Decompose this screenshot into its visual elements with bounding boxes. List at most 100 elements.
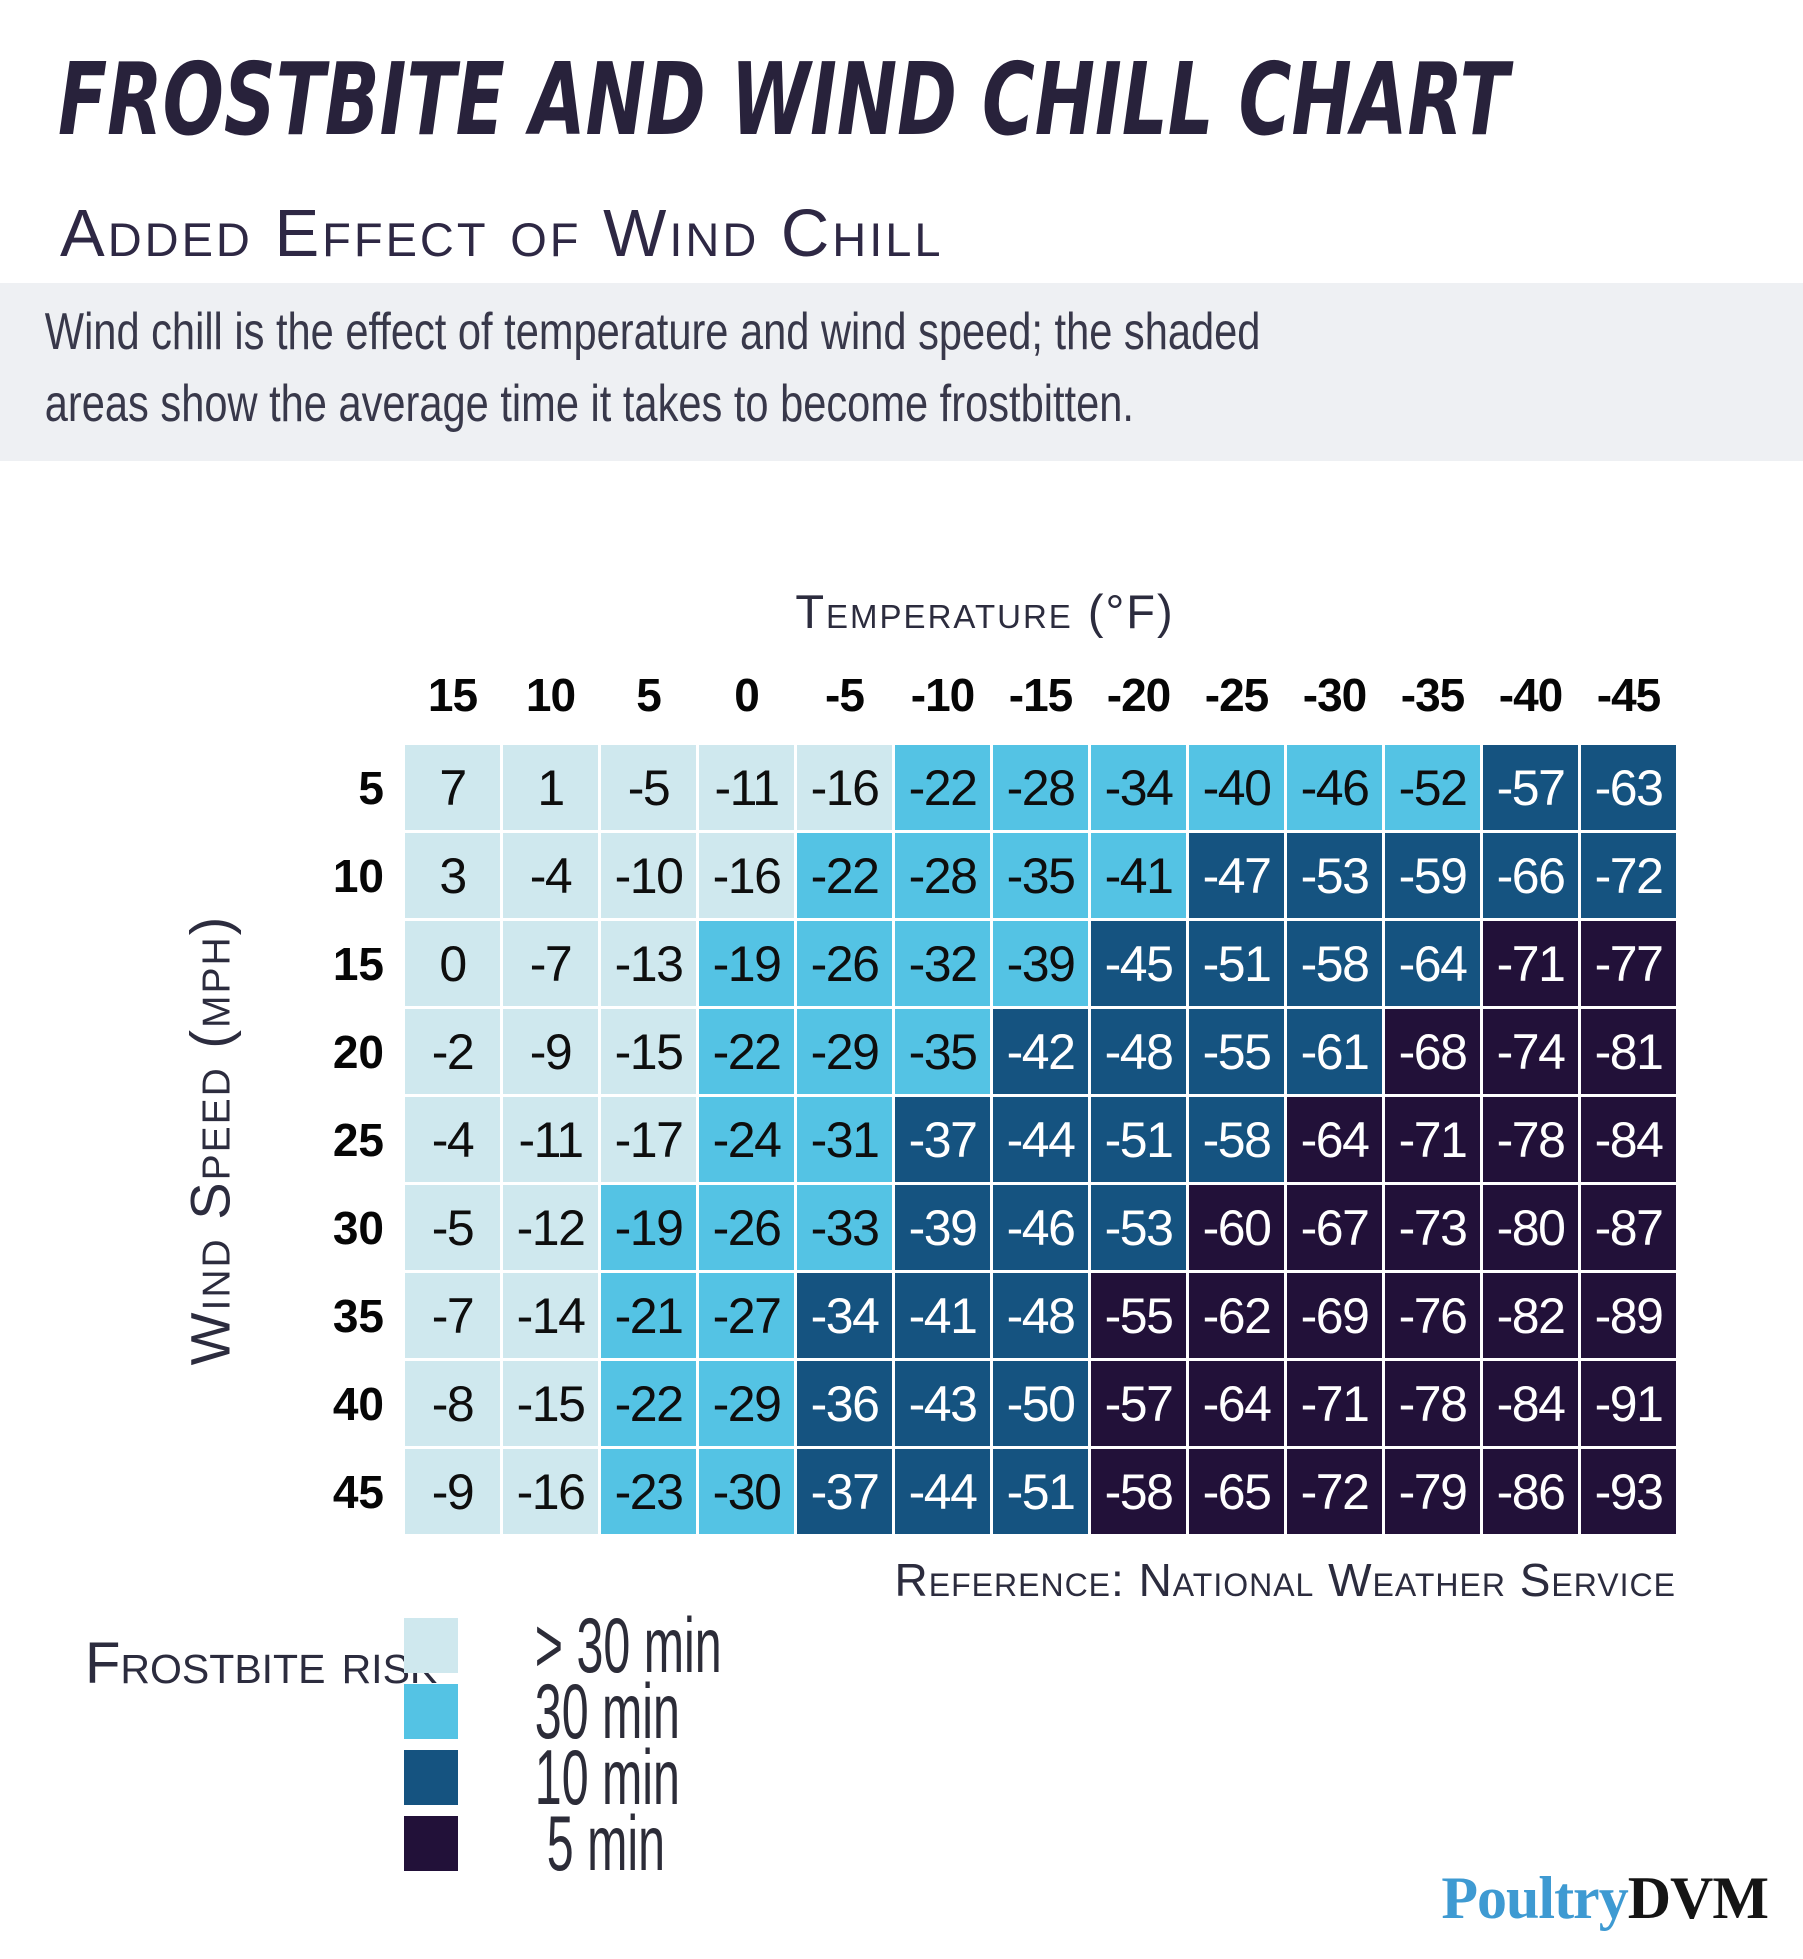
- value-cell: -26: [797, 921, 892, 1006]
- value-cell: -82: [1483, 1273, 1578, 1358]
- wind-speed-axis-label: Wind Speed (mph): [178, 914, 242, 1366]
- value-cell: -77: [1581, 921, 1676, 1006]
- page-title: FROSTBITE AND WIND CHILL CHART: [58, 41, 1509, 158]
- value-cell: -41: [895, 1273, 990, 1358]
- poultrydvm-logo: PoultryDVM: [1441, 1865, 1769, 1931]
- row-header: 5: [358, 761, 384, 814]
- legend-row: > 30 min: [404, 1606, 722, 1684]
- value-cell: -8: [405, 1361, 500, 1446]
- value-cell: 7: [405, 745, 500, 830]
- value-cell: -76: [1385, 1273, 1480, 1358]
- value-cell: -86: [1483, 1449, 1578, 1534]
- legend-swatch: [404, 1750, 458, 1805]
- legend-swatch: [404, 1684, 458, 1739]
- value-cell: -29: [699, 1361, 794, 1446]
- value-cell: -44: [895, 1449, 990, 1534]
- reference-text: Reference: National Weather Service: [894, 1554, 1676, 1606]
- value-cell: -35: [895, 1009, 990, 1094]
- value-cell: -4: [405, 1097, 500, 1182]
- legend-label: 10 min: [534, 1733, 680, 1821]
- value-cell: -17: [601, 1097, 696, 1182]
- value-cell: -9: [503, 1009, 598, 1094]
- value-cell: -65: [1189, 1449, 1284, 1534]
- value-cell: -28: [993, 745, 1088, 830]
- col-header: 10: [525, 669, 576, 721]
- value-cell: -50: [993, 1361, 1088, 1446]
- row-header: 40: [332, 1377, 384, 1430]
- value-cell: -71: [1483, 921, 1578, 1006]
- logo-poultry: Poultry: [1441, 1865, 1628, 1931]
- value-cell: -5: [601, 745, 696, 830]
- value-cell: -22: [699, 1009, 794, 1094]
- value-cell: -80: [1483, 1185, 1578, 1270]
- value-cell: -33: [797, 1185, 892, 1270]
- row-header: 25: [332, 1113, 384, 1166]
- value-cell: -21: [601, 1273, 696, 1358]
- value-cell: -2: [405, 1009, 500, 1094]
- value-cell: -57: [1091, 1361, 1186, 1446]
- value-cell: -15: [503, 1361, 598, 1446]
- windchill-grid: 15 10 5 0 -5 -10 -15 -20 -25 -30 -35 -40 -45 5 7 1 -5 -11…: [327, 660, 1676, 1534]
- page-subtitle: Added Effect of Wind Chill: [60, 196, 944, 271]
- value-cell: -58: [1091, 1449, 1186, 1534]
- value-cell: -48: [993, 1273, 1088, 1358]
- value-cell: -45: [1091, 921, 1186, 1006]
- description-band: Wind chill is the effect of temperature …: [0, 283, 1803, 461]
- value-cell: -35: [993, 833, 1088, 918]
- value-cell: -43: [895, 1361, 990, 1446]
- col-header: -10: [910, 669, 975, 721]
- value-cell: -40: [1189, 745, 1284, 830]
- value-cell: -93: [1581, 1449, 1676, 1534]
- value-cell: -79: [1385, 1449, 1480, 1534]
- value-cell: -87: [1581, 1185, 1676, 1270]
- value-cell: -78: [1385, 1361, 1480, 1446]
- value-cell: -16: [699, 833, 794, 918]
- value-cell: -52: [1385, 745, 1480, 830]
- description-text: Wind chill is the effect of temperature …: [44, 303, 1261, 433]
- value-cell: -22: [797, 833, 892, 918]
- value-cell: -31: [797, 1097, 892, 1182]
- value-cell: -62: [1189, 1273, 1284, 1358]
- value-cell: -81: [1581, 1009, 1676, 1094]
- col-header: -20: [1106, 669, 1171, 721]
- value-cell: -71: [1385, 1097, 1480, 1182]
- value-cell: -24: [699, 1097, 794, 1182]
- value-cell: -9: [405, 1449, 500, 1534]
- value-cell: -91: [1581, 1361, 1676, 1446]
- value-cell: -32: [895, 921, 990, 1006]
- legend-row: 5 min: [404, 1804, 665, 1882]
- value-cell: 3: [405, 833, 500, 918]
- value-cell: -26: [699, 1185, 794, 1270]
- col-header: -30: [1302, 669, 1367, 721]
- value-cell: -34: [797, 1273, 892, 1358]
- value-cell: -60: [1189, 1185, 1284, 1270]
- value-cell: -72: [1287, 1449, 1382, 1534]
- value-cell: -7: [405, 1273, 500, 1358]
- value-cell: -14: [503, 1273, 598, 1358]
- value-cell: -64: [1385, 921, 1480, 1006]
- value-cell: -69: [1287, 1273, 1382, 1358]
- value-cell: -58: [1287, 921, 1382, 1006]
- value-cell: -28: [895, 833, 990, 918]
- logo-dvm: DVM: [1627, 1865, 1769, 1931]
- value-cell: -84: [1483, 1361, 1578, 1446]
- value-cell: -41: [1091, 833, 1186, 918]
- value-cell: -39: [895, 1185, 990, 1270]
- value-cell: -44: [993, 1097, 1088, 1182]
- legend-row: 30 min: [404, 1672, 680, 1750]
- grid-corner: [327, 660, 402, 742]
- value-cell: -34: [1091, 745, 1186, 830]
- value-cell: -12: [503, 1185, 598, 1270]
- value-cell: -39: [993, 921, 1088, 1006]
- legend-row: 10 min: [404, 1733, 680, 1821]
- value-cell: -11: [503, 1097, 598, 1182]
- value-cell: -66: [1483, 833, 1578, 918]
- value-cell: -10: [601, 833, 696, 918]
- value-cell: -4: [503, 833, 598, 918]
- col-header: 5: [636, 669, 662, 721]
- value-cell: -47: [1189, 833, 1284, 918]
- value-cell: -11: [699, 745, 794, 830]
- value-cell: -13: [601, 921, 696, 1006]
- value-cell: -72: [1581, 833, 1676, 918]
